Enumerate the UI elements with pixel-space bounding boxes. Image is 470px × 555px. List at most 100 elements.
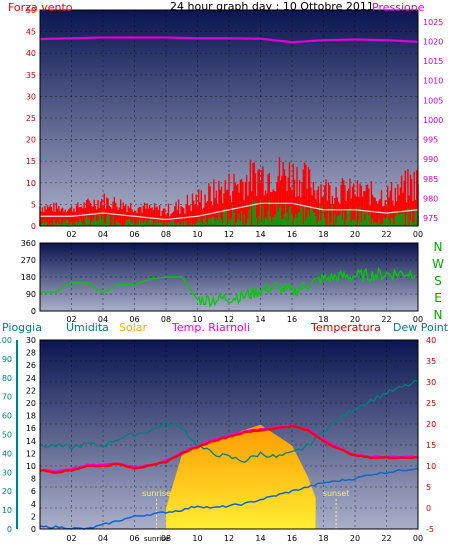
wind-tick-label: 5 xyxy=(31,200,36,209)
compass-label: E xyxy=(434,291,442,305)
direction-tick-label: 270 xyxy=(21,256,36,265)
pressure-line xyxy=(39,36,419,44)
umidita-tick-label: 20 xyxy=(26,399,36,408)
pioggia-tick-label: 0 xyxy=(7,525,12,534)
wind-tick-label: 50 xyxy=(26,6,36,15)
legend-temp-riarnoli: Temp. Riarnoli xyxy=(171,321,250,334)
time-tick-label: 12 xyxy=(224,534,234,543)
wind-tick-label: 35 xyxy=(26,71,36,80)
time-tick-label: 10 xyxy=(192,315,202,324)
pressure-tick-label: 1000 xyxy=(423,116,443,125)
pressure-tick-label: 985 xyxy=(423,175,438,184)
temp-tick-label: 30 xyxy=(426,378,436,387)
umidita-tick-label: 8 xyxy=(31,475,36,484)
time-tick-label: 02 xyxy=(66,315,76,324)
temp-tick-label: 35 xyxy=(426,357,436,366)
time-tick-label: 08 xyxy=(161,315,171,324)
pressione-label: Pressione xyxy=(372,1,425,14)
pressure-tick-label: 1020 xyxy=(423,37,443,46)
compass-label: N xyxy=(434,240,443,254)
temp-tick-label: 5 xyxy=(426,483,431,492)
time-tick-label: 20 xyxy=(350,534,360,543)
pressure-tick-label: 1015 xyxy=(423,57,443,66)
time-tick-label: 04 xyxy=(98,315,108,324)
wind-tick-label: 15 xyxy=(26,157,36,166)
time-tick-label: 12 xyxy=(224,230,234,239)
direction-tick-label: 180 xyxy=(21,273,36,282)
umidita-tick-label: 6 xyxy=(31,487,36,496)
umidita-tick-label: 10 xyxy=(26,462,36,471)
time-tick-label: 00 xyxy=(413,534,423,543)
wind-tick-label: 40 xyxy=(26,49,36,58)
compass-label: S xyxy=(434,274,442,288)
umidita-tick-label: 12 xyxy=(26,449,36,458)
pioggia-tick-label: 50 xyxy=(2,431,12,440)
umidita-tick-label: 22 xyxy=(26,386,36,395)
direction-tick-label: 90 xyxy=(26,290,36,299)
pressure-tick-label: 1010 xyxy=(423,77,443,86)
panel-border xyxy=(39,9,419,227)
pioggia-tick-label: 90 xyxy=(2,355,12,364)
pioggia-tick-label: 10 xyxy=(2,506,12,515)
time-tick-label: 14 xyxy=(255,315,265,324)
pressure-tick-label: 1025 xyxy=(423,18,443,27)
umidita-tick-label: 0 xyxy=(31,525,36,534)
temp-tick-label: 10 xyxy=(426,462,436,471)
pressure-tick-label: 980 xyxy=(423,195,438,204)
time-tick-label: 22 xyxy=(381,230,391,239)
legend-temperatura: Temperatura xyxy=(310,321,381,334)
time-tick-label: 20 xyxy=(350,315,360,324)
umidita-tick-label: 26 xyxy=(26,361,36,370)
pioggia-tick-label: 20 xyxy=(2,487,12,496)
umidita-tick-label: 24 xyxy=(26,374,36,383)
umidita-tick-label: 30 xyxy=(26,336,36,345)
time-tick-label: 06 xyxy=(129,315,139,324)
umidita-tick-label: 4 xyxy=(31,500,36,509)
time-tick-label: 10 xyxy=(192,534,202,543)
time-tick-label: 08 xyxy=(161,230,171,239)
pioggia-tick-label: 60 xyxy=(2,412,12,421)
time-tick-label: 04 xyxy=(98,230,108,239)
panel-border xyxy=(39,242,419,312)
time-tick-label: 12 xyxy=(224,315,234,324)
umidita-tick-label: 18 xyxy=(26,412,36,421)
time-tick-label: 18 xyxy=(318,230,328,239)
time-tick-label: 06 xyxy=(129,230,139,239)
sunset-label: sunset xyxy=(323,489,350,498)
time-tick-label: 22 xyxy=(381,534,391,543)
direction-line xyxy=(40,266,417,309)
pioggia-tick-label: 70 xyxy=(2,393,12,402)
time-tick-label: 14 xyxy=(255,534,265,543)
dewpoint-line xyxy=(39,467,419,530)
time-tick-label: 16 xyxy=(287,534,297,543)
graph-title: 24 hour graph day : 10 Ottobre 2011 xyxy=(170,0,374,13)
time-tick-label: 08 xyxy=(161,534,171,543)
time-tick-label: 00 xyxy=(413,315,423,324)
forza-vento-label: Forza vento xyxy=(8,1,73,14)
temp-tick-label: 40 xyxy=(426,336,436,345)
temperatura-line xyxy=(39,424,419,474)
umidita-tick-label: 16 xyxy=(26,424,36,433)
panel-border xyxy=(39,339,419,530)
wind-tick-label: 30 xyxy=(26,92,36,101)
temp-tick-label: 25 xyxy=(426,399,436,408)
time-tick-label: 18 xyxy=(318,315,328,324)
legend-umidita: Umidita xyxy=(66,321,109,334)
legend-pioggia: Pioggia xyxy=(2,321,42,334)
time-tick-label: 16 xyxy=(287,315,297,324)
pressure-tick-label: 1005 xyxy=(423,96,443,105)
time-tick-label: 14 xyxy=(255,230,265,239)
time-tick-label: 02 xyxy=(66,230,76,239)
pressure-tick-label: 995 xyxy=(423,136,438,145)
time-tick-label: 10 xyxy=(192,230,202,239)
compass-label: W xyxy=(432,257,444,271)
legend-solar: Solar xyxy=(119,321,148,334)
time-tick-label: 06 xyxy=(129,534,139,543)
umidita-tick-label: 2 xyxy=(31,512,36,521)
wind-tick-label: 20 xyxy=(26,136,36,145)
time-tick-label: 18 xyxy=(318,534,328,543)
temp-tick-label: 20 xyxy=(426,420,436,429)
time-tick-label: 20 xyxy=(350,230,360,239)
time-tick-label: 22 xyxy=(381,315,391,324)
